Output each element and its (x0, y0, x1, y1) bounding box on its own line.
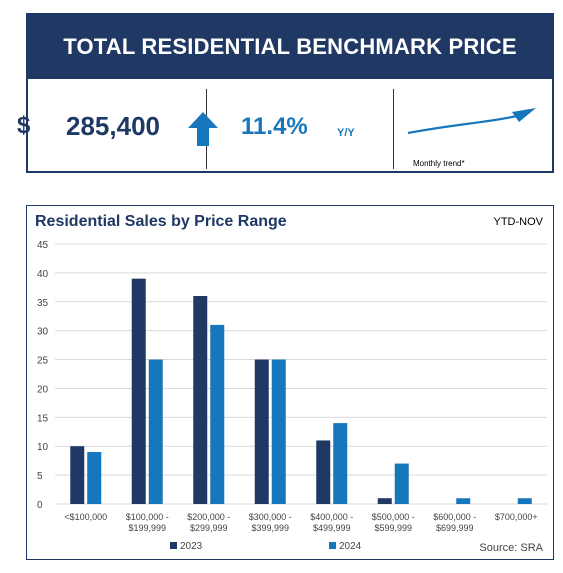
y-tick-label: 0 (37, 500, 43, 511)
sales-by-price-range-chart: Residential Sales by Price Range YTD-NOV… (26, 205, 554, 560)
bar-2023-5 (377, 498, 392, 504)
benchmark-title: TOTAL RESIDENTIAL BENCHMARK PRICE (28, 15, 552, 79)
y-tick-label: 20 (37, 384, 49, 395)
divider (393, 89, 394, 169)
y-tick-label: 45 (37, 240, 49, 251)
legend-swatch-2023 (170, 542, 177, 549)
y-tick-label: 15 (37, 413, 49, 424)
y-tick-label: 30 (37, 327, 49, 338)
y-tick-label: 40 (37, 269, 49, 280)
period-label: YTD-NOV (493, 216, 544, 228)
bar-2024-1 (148, 359, 163, 504)
y-tick-label: 5 (37, 471, 43, 482)
x-tick-label: $400,000 -$499,999 (310, 512, 353, 533)
bar-2024-6 (456, 498, 471, 504)
x-tick-label: <$100,000 (64, 512, 107, 522)
x-tick-label: $200,000 -$299,999 (187, 512, 230, 533)
bar-2024-2 (210, 324, 225, 504)
monthly-trend-sparkline (407, 108, 536, 135)
bar-2023-1 (131, 278, 146, 504)
bar-2024-4 (333, 423, 348, 504)
chart-title: Residential Sales by Price Range (35, 213, 287, 230)
legend-label-2023: 2023 (180, 541, 203, 552)
trend-label: Monthly trend* (413, 159, 465, 168)
change-percent: 11.4% (241, 113, 308, 140)
y-tick-label: 35 (37, 298, 49, 309)
bar-2023-0 (70, 446, 85, 504)
currency-symbol: $ (17, 112, 31, 139)
benchmark-price-value: 285,400 (66, 111, 160, 141)
x-tick-label: $100,000 -$199,999 (126, 512, 169, 533)
bar-2023-4 (316, 440, 331, 504)
bar-2024-5 (394, 463, 409, 504)
bar-2024-3 (271, 359, 286, 504)
source-label: Source: SRA (479, 542, 543, 554)
bar-2024-0 (87, 452, 102, 504)
bar-2024-7 (517, 498, 532, 504)
change-period: Y/Y (337, 127, 355, 139)
arrow-up-icon (188, 112, 218, 146)
x-tick-label: $500,000 -$599,999 (372, 512, 415, 533)
y-tick-label: 10 (37, 442, 49, 453)
x-tick-label: $700,000+ (495, 512, 538, 522)
legend-label-2024: 2024 (339, 541, 362, 552)
bar-2023-2 (193, 296, 208, 504)
bar-2023-3 (254, 359, 269, 504)
bar-chart-plot: 0 5 10 15 20 25 30 35 40 45 <$100,000 $100,000 -$19… (37, 240, 547, 552)
legend-swatch-2024 (329, 542, 336, 549)
y-tick-label: 25 (37, 356, 49, 367)
x-tick-label: $300,000 -$399,999 (249, 512, 292, 533)
x-tick-label: $600,000 -$699,999 (433, 512, 476, 533)
benchmark-price-card: TOTAL RESIDENTIAL BENCHMARK PRICE (26, 13, 554, 173)
